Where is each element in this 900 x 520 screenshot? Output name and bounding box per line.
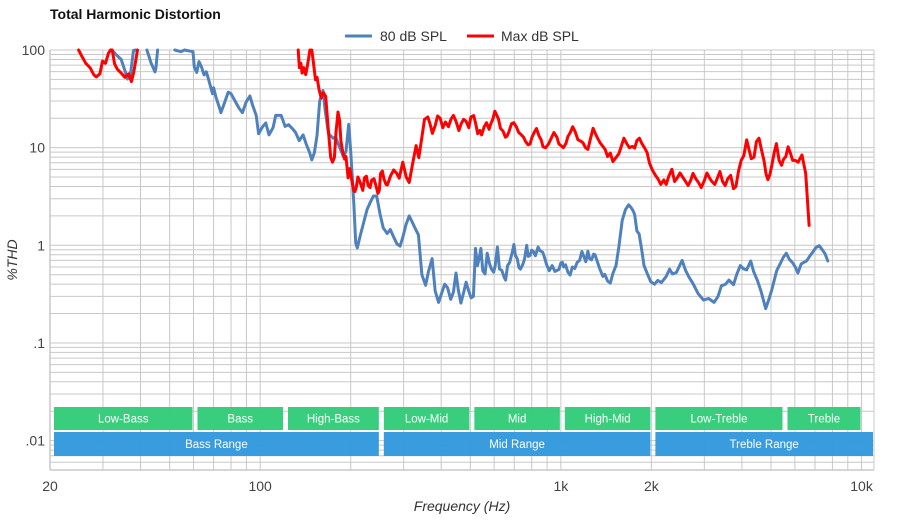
legend: 80 dB SPL Max dB SPL: [345, 28, 579, 44]
y-tick-label: .1: [33, 335, 45, 351]
band-rect: [564, 407, 651, 430]
x-tick-labels: 20 100 1k 2k 10k: [42, 478, 874, 494]
band-high-bass: High-Bass: [287, 407, 379, 430]
x-tick-label: 10k: [850, 478, 874, 494]
series-line: [110, 48, 139, 84]
legend-label: 80 dB SPL: [380, 28, 447, 44]
grid: [49, 49, 875, 471]
band-rect: [54, 407, 193, 430]
band-label: Low-Treble: [690, 414, 747, 426]
y-tick-labels: 100 10 1 .1 .01: [22, 42, 46, 449]
band-label: Low-Bass: [98, 414, 149, 426]
band-low-mid: Low-Mid: [383, 407, 470, 430]
band-rect: [287, 407, 379, 430]
band-high-mid: High-Mid: [564, 407, 651, 430]
band-bass-range: Bass Range: [54, 432, 379, 456]
series-line: [173, 48, 830, 311]
band-label: High-Mid: [585, 414, 631, 426]
band-label: Mid: [508, 414, 527, 426]
y-tick-label: 1: [37, 237, 45, 253]
band-mid: Mid: [474, 407, 560, 430]
series-lines: [77, 48, 830, 311]
y-tick-label: 10: [29, 140, 45, 156]
band-label: Mid Range: [489, 439, 545, 451]
y-tick-label: 100: [22, 42, 46, 58]
band-label: Bass Range: [185, 439, 248, 451]
band-rect: [197, 407, 283, 430]
band-rect: [655, 407, 783, 430]
legend-item: Max dB SPL: [467, 28, 579, 44]
series-max-db-spl: [77, 48, 811, 227]
x-tick-label: 20: [42, 478, 58, 494]
band-rect: [383, 432, 651, 456]
frequency-bands: Low-Bass Bass High-Bass Low-Mid Mid High-Mid L…: [54, 407, 873, 456]
x-tick-label: 100: [248, 478, 272, 494]
x-tick-label: 1k: [553, 478, 569, 494]
band-rect: [474, 407, 560, 430]
legend-item: 80 dB SPL: [345, 28, 447, 44]
band-rect: [787, 407, 861, 430]
band-treble: Treble: [787, 407, 861, 430]
chart-title: Total Harmonic Distortion: [50, 6, 221, 22]
band-rect: [655, 432, 873, 456]
band-rect: [54, 432, 379, 456]
y-tick-label: .01: [26, 433, 46, 449]
band-bass: Bass: [197, 407, 283, 430]
legend-label: Max dB SPL: [501, 28, 579, 44]
series-line: [310, 48, 811, 227]
band-treble-range: Treble Range: [655, 432, 873, 456]
band-mid-range: Mid Range: [383, 432, 651, 456]
series-line: [145, 48, 160, 74]
band-low-treble: Low-Treble: [655, 407, 783, 430]
band-low-bass: Low-Bass: [54, 407, 193, 430]
x-axis-label: Frequency (Hz): [414, 498, 510, 514]
x-tick-label: 2k: [644, 478, 660, 494]
series-line: [77, 48, 113, 79]
band-rect: [383, 407, 470, 430]
y-axis-label: %THD: [4, 239, 20, 280]
band-label: Treble Range: [730, 439, 799, 451]
series-line: [296, 48, 312, 77]
band-label: Treble: [808, 414, 840, 426]
band-label: High-Bass: [307, 414, 360, 426]
band-label: Low-Mid: [405, 414, 448, 426]
band-label: Bass: [227, 414, 253, 426]
